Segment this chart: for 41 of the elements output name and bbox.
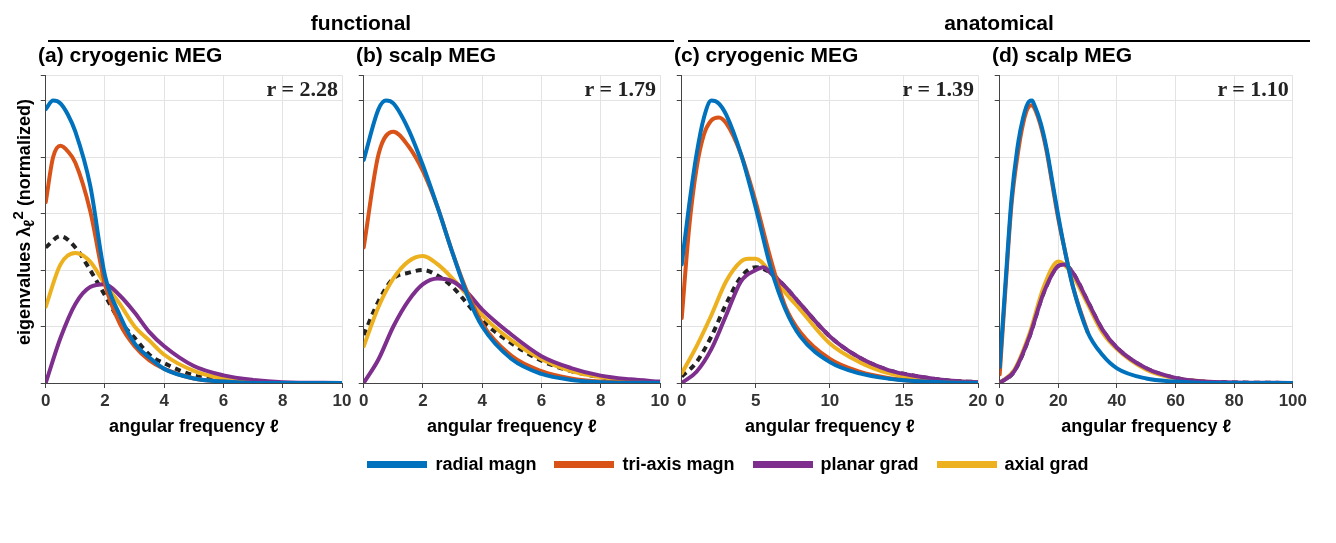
x-axis-title: angular frequency ℓ <box>108 416 279 437</box>
x-axis-title: angular frequency ℓ <box>426 416 597 437</box>
chart-title: (c) cryogenic MEG <box>674 43 859 67</box>
annotation: r = 1.79 <box>584 75 656 101</box>
x-tick-label: 100 <box>1278 390 1308 410</box>
chart-title: (a) cryogenic MEG <box>38 43 223 67</box>
annotation: r = 2.28 <box>266 75 338 101</box>
annotation: r = 1.10 <box>1217 75 1289 101</box>
x-tick-label: 10 <box>820 390 840 410</box>
x-tick-label: 8 <box>278 390 288 410</box>
legend-label: axial grad <box>1004 454 1089 475</box>
x-tick-label: 0 <box>676 390 687 410</box>
chart-subtitle: functional <box>48 8 674 42</box>
x-tick-label: 10 <box>650 390 670 410</box>
x-tick-label: 20 <box>968 390 988 410</box>
chart-title: (b) scalp MEG <box>356 43 497 67</box>
x-tick-label: 6 <box>536 390 547 410</box>
x-tick-label: 5 <box>751 390 761 410</box>
x-tick-label: 0 <box>40 390 51 410</box>
x-tick-label: 0 <box>994 390 1005 410</box>
legend-label: radial magn <box>435 454 537 475</box>
x-tick-label: 60 <box>1166 390 1186 410</box>
x-tick-label: 6 <box>218 390 229 410</box>
x-tick-label: 80 <box>1224 390 1244 410</box>
chart-title: (d) scalp MEG <box>992 43 1133 67</box>
x-tick-label: 2 <box>100 390 110 410</box>
chart-subtitle: anatomical <box>688 8 1310 42</box>
x-tick-label: 2 <box>418 390 428 410</box>
legend-label: planar grad <box>820 454 919 475</box>
x-tick-label: 0 <box>358 390 369 410</box>
x-tick-label: 4 <box>159 390 170 410</box>
x-axis-title: angular frequency ℓ <box>1061 416 1232 437</box>
x-axis-title: angular frequency ℓ <box>744 416 915 437</box>
x-tick-label: 20 <box>1048 390 1068 410</box>
x-tick-label: 40 <box>1107 390 1127 410</box>
x-tick-label: 10 <box>332 390 352 410</box>
legend-label: tri-axis magn <box>622 454 735 475</box>
x-tick-label: 8 <box>596 390 606 410</box>
x-tick-label: 4 <box>477 390 488 410</box>
annotation: r = 1.39 <box>902 75 974 101</box>
x-tick-label: 15 <box>894 390 914 410</box>
